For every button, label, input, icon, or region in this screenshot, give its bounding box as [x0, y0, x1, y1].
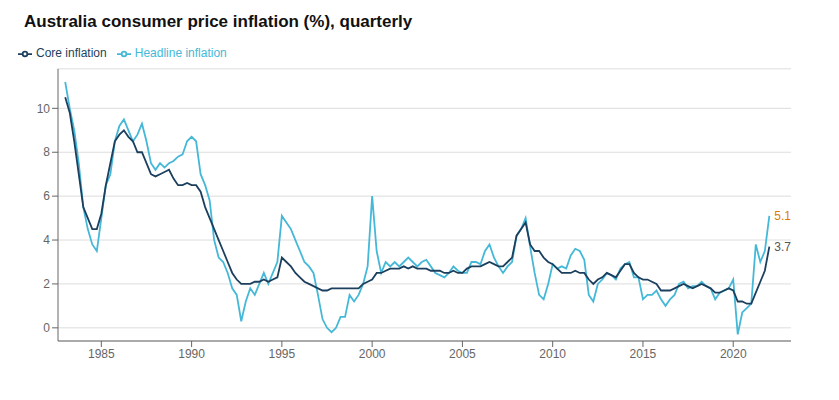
svg-text:6: 6	[43, 189, 50, 203]
svg-text:10: 10	[37, 102, 51, 116]
svg-text:5.1: 5.1	[774, 209, 791, 223]
svg-text:0: 0	[43, 321, 50, 335]
svg-text:1995: 1995	[269, 347, 296, 361]
svg-text:2010: 2010	[539, 347, 566, 361]
svg-text:2000: 2000	[359, 347, 386, 361]
svg-text:1990: 1990	[178, 347, 205, 361]
html-text:Headline inflation: Headline inflation	[134, 46, 227, 60]
html-text:Core inflation: Core inflation	[36, 46, 107, 60]
svg-text:4: 4	[43, 233, 50, 247]
svg-text:2015: 2015	[630, 347, 657, 361]
svg-text:1985: 1985	[88, 347, 115, 361]
svg-text:8: 8	[43, 145, 50, 159]
html-text:Australia consumer price infla: Australia consumer price inflation (%), …	[24, 12, 413, 31]
svg-text:2005: 2005	[449, 347, 476, 361]
svg-text:3.7: 3.7	[774, 240, 791, 254]
svg-text:2020: 2020	[720, 347, 747, 361]
svg-text:2: 2	[43, 277, 50, 291]
